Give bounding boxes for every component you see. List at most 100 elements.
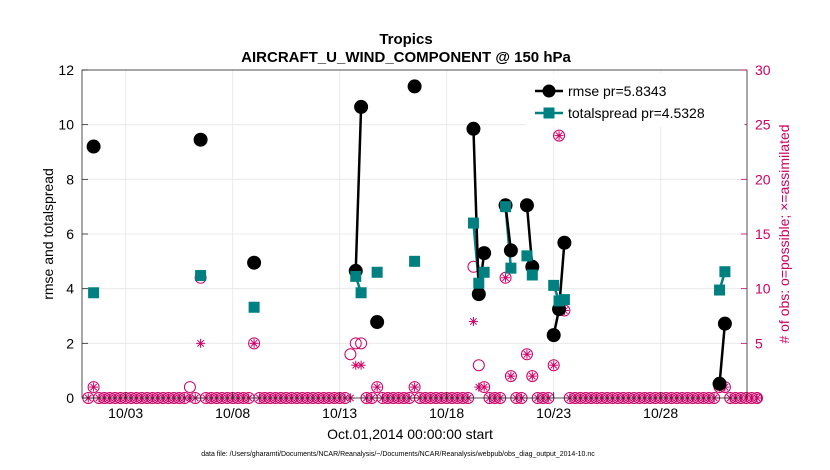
rmse-point [370,315,385,330]
x-tick-label: 10/23 [536,405,571,421]
series-markers [86,79,732,391]
rmse-point [503,243,518,258]
data-file-footnote: data file: /Users/gharamti/Documents/NCA… [201,451,595,458]
obs-possible-marker [751,392,763,404]
totalspread-point [88,287,100,299]
rmse-point [86,139,101,154]
x-axis-label: Oct.01,2014 00:00:00 start [327,426,493,442]
totalspread-point [714,284,726,296]
obs-possible-marker [183,381,196,394]
y-tick-label: 12 [58,62,74,78]
y-tick-label: 0 [66,390,74,406]
legend-totalspread-label: totalspread pr=4.5328 [568,105,705,121]
obs-assimilated-marker [372,382,382,392]
rmse-point [557,235,572,250]
rmse-line-segment [504,205,513,251]
x-tick-label: 10/08 [215,405,250,421]
rmse-point [519,198,534,213]
legend: rmse pr=5.8343 totalspread pr=4.5328 [526,73,745,127]
x-tick-label: 10/13 [322,405,357,421]
totalspread-point [478,266,490,278]
y2-tick-label: 15 [755,226,771,242]
rmse-point [354,99,369,114]
chart-title: Tropics [379,31,432,48]
axis-ticks: 10/03 10/08 10/13 10/18 10/23 10/28 0 2 4 6 8 10 12 0… [58,62,770,421]
obs-assimilated-marker [249,338,259,348]
obs-possible-marker [526,370,539,383]
chart-subtitle: AIRCRAFT_U_WIND_COMPONENT @ 150 hPa [241,49,571,66]
y-tick-label: 4 [66,281,74,297]
obs-possible-marker [87,381,100,394]
obs-assimilated-marker [522,349,532,359]
obs-assimilated-marker [410,382,420,392]
obs-possible-marker [504,370,517,383]
obs-assimilated-marker [752,393,762,403]
totalspread-point [558,294,570,306]
rmse-point [471,287,486,302]
y-tick-label: 8 [66,171,74,187]
totalspread-point [500,201,512,213]
rmse-point [717,316,732,331]
totalspread-point [195,270,207,282]
obs-assimilated-marker [196,338,206,348]
totalspread-point [526,269,538,281]
y-tick-label: 10 [58,117,74,133]
rmse-point [712,376,727,391]
rmse-line-segment [718,323,727,384]
obs-possible-marker [472,359,485,372]
obs-assimilated-marker [549,360,559,370]
y2-tick-label: 0 [755,390,763,406]
obs-possible-marker [553,129,566,142]
obs-possible-marker [344,348,357,361]
obs-assimilated-marker [501,273,511,283]
rmse-point [247,255,262,270]
rmse-point [407,79,422,94]
y2-tick-label: 25 [755,117,771,133]
obs-possible-marker [520,348,533,361]
y2-tick-label: 5 [755,335,763,351]
totalspread-point [350,270,362,282]
obs-assimilated-marker [468,316,478,326]
rmse-point [193,132,208,147]
legend-box [526,73,745,127]
totalspread-point [355,287,367,299]
totalspread-point [467,217,479,229]
y2-tick-label: 20 [755,171,771,187]
obs-possible-marker [478,381,491,394]
obs-assimilated-marker [506,371,516,381]
rmse-point [546,328,561,343]
obs-possible-marker [355,337,368,350]
obs-assimilated-marker [479,382,489,392]
obs-assimilated-marker [527,371,537,381]
totalspread-point [248,301,260,313]
totalspread-point [719,266,731,278]
y-axis-label: rmse and totalspread [40,168,56,300]
y2-tick-label: 30 [755,62,771,78]
legend-rmse-label: rmse pr=5.8343 [568,83,667,99]
legend-totalspread-marker [543,107,555,119]
legend-rmse-marker [542,84,556,98]
y2-tick-label: 10 [755,281,771,297]
rmse-line-segment [354,106,363,271]
obs-possible-marker [248,337,261,350]
obs-possible-marker [371,381,384,394]
x-tick-label: 10/28 [643,405,678,421]
totalspread-point [409,255,421,267]
x-tick-label: 10/18 [429,405,464,421]
totalspread-point [473,277,485,289]
rmse-point [466,121,481,136]
x-tick-label: 10/03 [108,405,143,421]
obs-assimilated-marker [554,131,564,141]
obs-possible-marker [408,381,421,394]
y-tick-label: 2 [66,335,74,351]
y2-axis-label: # of obs: o=possible; ×=assimilated [776,124,792,343]
y-tick-label: 6 [66,226,74,242]
obs-assimilated-marker [89,382,99,392]
totalspread-point [505,262,517,274]
totalspread-point [371,266,383,278]
obs-possible-marker [349,337,362,350]
rmse-point [477,246,492,261]
obs-possible-marker [547,359,560,372]
obs-assimilated-marker [356,360,366,370]
